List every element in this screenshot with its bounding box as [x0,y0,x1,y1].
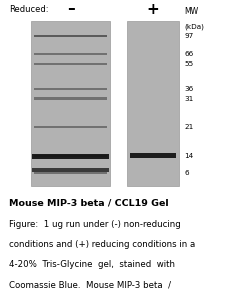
Text: 4-20%  Tris-Glycine  gel,  stained  with: 4-20% Tris-Glycine gel, stained with [9,260,175,269]
Text: 6: 6 [184,170,189,176]
Text: Reduced:: Reduced: [9,4,49,14]
Bar [34,88,107,90]
Bar [32,168,109,172]
Bar [34,125,107,128]
Bar [34,98,107,100]
Text: 97: 97 [184,33,194,39]
Text: 14: 14 [184,153,194,159]
Text: Figure:  1 ug run under (-) non-reducing: Figure: 1 ug run under (-) non-reducing [9,220,181,229]
Text: –: – [67,2,74,16]
Bar [127,21,179,186]
Bar [34,155,107,157]
Text: 36: 36 [184,86,194,92]
Text: conditions and (+) reducing conditions in a: conditions and (+) reducing conditions i… [9,240,196,249]
Bar [34,53,107,55]
Text: 21: 21 [184,124,194,130]
Bar [31,21,110,186]
Text: +: + [146,2,159,16]
Bar [34,35,107,37]
Bar [130,153,176,158]
Text: 66: 66 [184,51,194,57]
Text: MW: MW [184,8,199,16]
Bar [34,172,107,174]
Bar [32,154,109,159]
Text: (kDa): (kDa) [184,24,204,31]
Bar [34,63,107,65]
Text: 55: 55 [184,61,194,67]
Text: Mouse MIP-3 beta / CCL19 Gel: Mouse MIP-3 beta / CCL19 Gel [9,198,169,207]
Text: 31: 31 [184,95,194,101]
Text: Coomassie Blue.  Mouse MIP-3 beta  /: Coomassie Blue. Mouse MIP-3 beta / [9,281,171,290]
